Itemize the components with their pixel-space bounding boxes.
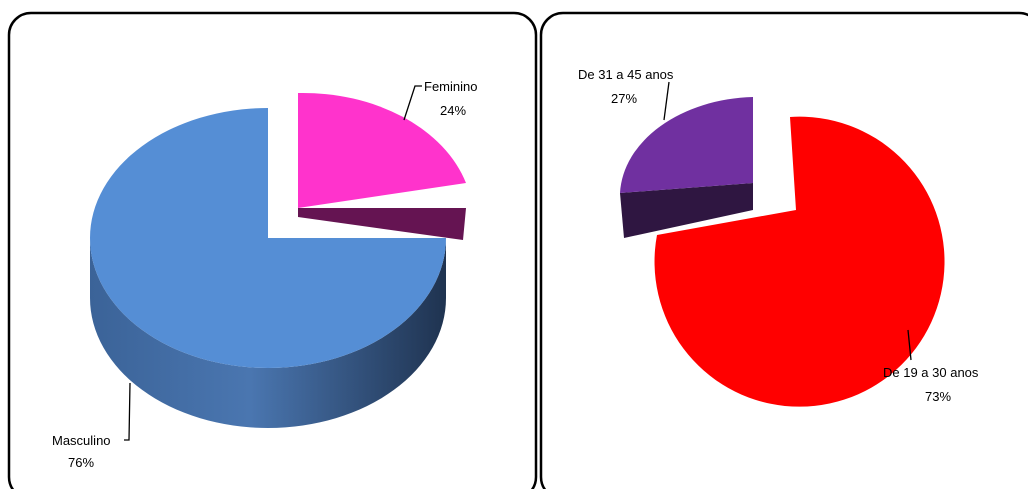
pie-slice-31-45 xyxy=(620,97,753,193)
value-label-19-30: 73% xyxy=(925,389,951,404)
leader-line-masculino xyxy=(124,382,131,441)
value-label-31-45: 27% xyxy=(611,91,637,106)
label-masculino: Masculino xyxy=(52,433,111,448)
slice-side-31-45 xyxy=(620,183,753,238)
pie-slice-feminino xyxy=(298,92,466,208)
slice-side-masculino xyxy=(90,238,446,428)
chart-panel-gender: Feminino 24% Masculino 76% xyxy=(7,11,538,489)
leader-line-31-45 xyxy=(663,81,670,121)
label-31-45: De 31 a 45 anos xyxy=(578,67,674,82)
pie-slice-19-30 xyxy=(654,116,945,407)
label-feminino: Feminino xyxy=(424,79,477,94)
label-19-30: De 19 a 30 anos xyxy=(883,365,979,380)
leader-line-feminino xyxy=(403,85,422,121)
value-label-masculino: 76% xyxy=(68,455,94,470)
chart-panel-age: De 31 a 45 anos 27% De 19 a 30 anos 73% xyxy=(539,11,1028,489)
pie-slice-masculino xyxy=(90,108,446,368)
slice-side-feminino xyxy=(298,208,466,240)
value-label-feminino: 24% xyxy=(440,103,466,118)
leader-line-19-30 xyxy=(907,329,912,361)
